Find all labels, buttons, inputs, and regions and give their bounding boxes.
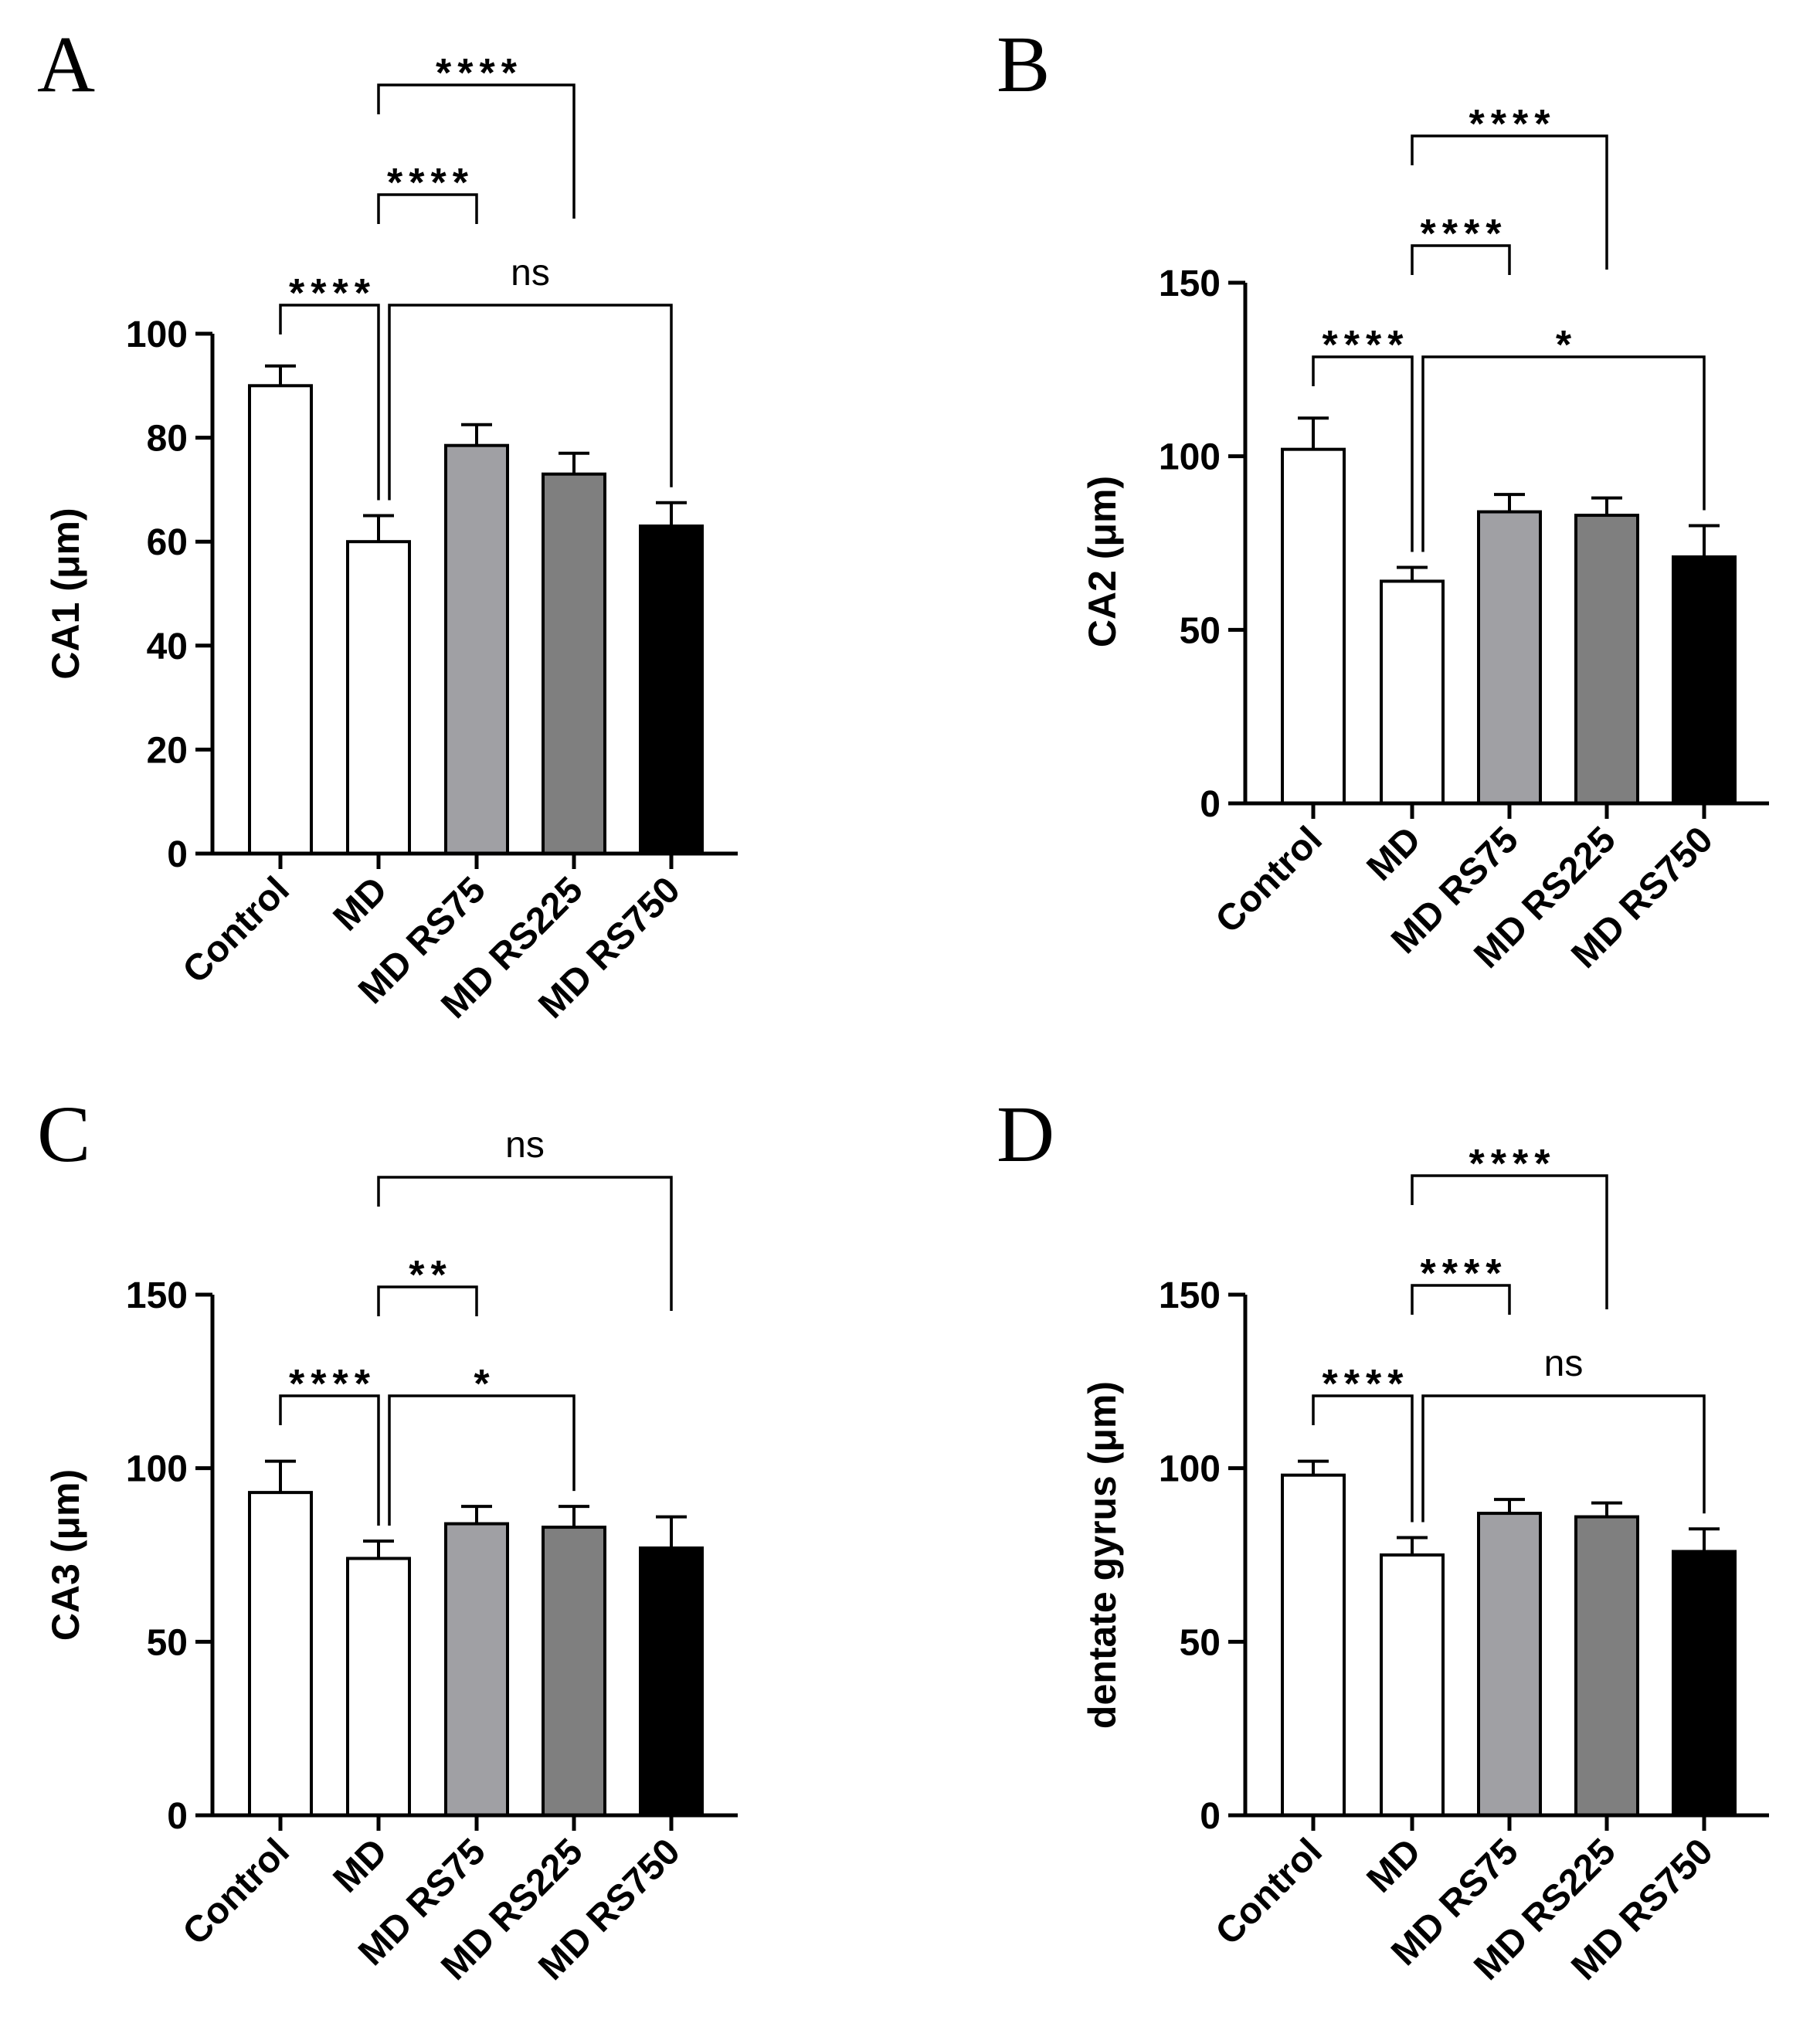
x-tick-label: MD bbox=[326, 1831, 396, 1900]
significance-label: **** bbox=[289, 271, 376, 316]
x-tick-label: Control bbox=[175, 1831, 297, 1953]
bar bbox=[1672, 555, 1737, 805]
y-tick-label: 40 bbox=[147, 626, 188, 667]
y-tick-label: 150 bbox=[1159, 263, 1221, 304]
significance-label: **** bbox=[1421, 1251, 1508, 1296]
y-tick-label: 100 bbox=[126, 314, 188, 355]
significance-label: **** bbox=[1469, 102, 1557, 147]
bar bbox=[444, 1522, 509, 1818]
significance-label: * bbox=[474, 1362, 495, 1407]
significance-bracket bbox=[1411, 1174, 1608, 1309]
panel-letter: A bbox=[37, 20, 95, 109]
bar bbox=[1672, 1550, 1737, 1818]
y-tick-label: 60 bbox=[147, 522, 188, 563]
bar bbox=[1477, 510, 1542, 805]
significance-label: ns bbox=[511, 253, 550, 294]
y-axis-label: dentate gyrus (μm) bbox=[1081, 1381, 1124, 1729]
x-tick-label: Control bbox=[1208, 819, 1330, 941]
x-tick-label: Control bbox=[1208, 1831, 1330, 1953]
significance-bracket bbox=[377, 193, 478, 224]
panel-letter: B bbox=[997, 20, 1050, 109]
bar bbox=[346, 540, 411, 855]
significance-bracket bbox=[279, 1394, 380, 1526]
y-tick-label: 50 bbox=[147, 1622, 188, 1663]
bar bbox=[1574, 1515, 1639, 1818]
y-tick-label: 50 bbox=[1180, 610, 1221, 651]
significance-label: **** bbox=[387, 161, 474, 205]
y-tick-label: 0 bbox=[1200, 784, 1221, 825]
y-axis-label: CA1 (μm) bbox=[44, 508, 87, 679]
y-tick-label: 0 bbox=[167, 1796, 188, 1837]
significance-label: ** bbox=[409, 1253, 452, 1298]
significance-label: **** bbox=[1421, 212, 1508, 256]
significance-label: ns bbox=[505, 1125, 545, 1166]
significance-bracket bbox=[1312, 1394, 1414, 1523]
significance-bracket bbox=[1411, 244, 1511, 275]
significance-bracket bbox=[1421, 355, 1706, 552]
bar bbox=[1380, 579, 1445, 806]
significance-label: **** bbox=[436, 51, 523, 96]
significance-bracket bbox=[1421, 1394, 1706, 1523]
y-axis-label: CA3 (μm) bbox=[44, 1469, 87, 1641]
x-tick-label: Control bbox=[175, 869, 297, 991]
significance-bracket bbox=[377, 1176, 673, 1311]
significance-bracket bbox=[377, 1285, 478, 1316]
bar bbox=[542, 1526, 606, 1817]
x-tick-label: MD bbox=[1360, 1831, 1429, 1900]
y-axis-label: CA2 (μm) bbox=[1081, 476, 1124, 647]
y-tick-label: 150 bbox=[126, 1275, 188, 1316]
y-tick-label: 0 bbox=[1200, 1796, 1221, 1837]
bar bbox=[1380, 1553, 1445, 1817]
y-tick-label: 20 bbox=[147, 730, 188, 771]
bar bbox=[248, 1491, 313, 1817]
significance-label: **** bbox=[1323, 323, 1410, 368]
significance-bracket bbox=[1411, 134, 1608, 270]
significance-label: ns bbox=[1544, 1343, 1584, 1384]
bar bbox=[248, 384, 313, 855]
significance-label: **** bbox=[289, 1362, 376, 1407]
y-tick-label: 100 bbox=[126, 1449, 188, 1490]
bar bbox=[1574, 514, 1639, 805]
significance-bracket bbox=[279, 304, 380, 501]
bar bbox=[346, 1557, 411, 1817]
y-tick-label: 100 bbox=[1159, 1449, 1221, 1490]
bar bbox=[639, 525, 704, 855]
panel-letter: C bbox=[37, 1090, 90, 1179]
significance-bracket bbox=[1411, 1284, 1511, 1315]
y-tick-label: 150 bbox=[1159, 1275, 1221, 1316]
bar bbox=[1477, 1512, 1542, 1817]
significance-bracket bbox=[377, 83, 576, 219]
significance-label: **** bbox=[1323, 1362, 1410, 1407]
significance-bracket bbox=[388, 1394, 576, 1526]
significance-bracket bbox=[388, 304, 673, 501]
bar bbox=[639, 1546, 704, 1817]
x-tick-label: MD bbox=[326, 869, 396, 939]
significance-label: * bbox=[1556, 323, 1577, 368]
x-tick-label: MD bbox=[1360, 819, 1429, 888]
y-tick-label: 100 bbox=[1159, 437, 1221, 478]
y-tick-label: 0 bbox=[167, 834, 188, 875]
y-tick-label: 80 bbox=[147, 419, 188, 460]
bar bbox=[444, 443, 509, 855]
bar bbox=[1281, 1473, 1346, 1817]
bar bbox=[542, 472, 606, 856]
significance-label: **** bbox=[1469, 1142, 1557, 1187]
bar bbox=[1281, 447, 1346, 805]
y-tick-label: 50 bbox=[1180, 1622, 1221, 1663]
panel-letter: D bbox=[997, 1090, 1054, 1179]
significance-bracket bbox=[1312, 355, 1414, 552]
